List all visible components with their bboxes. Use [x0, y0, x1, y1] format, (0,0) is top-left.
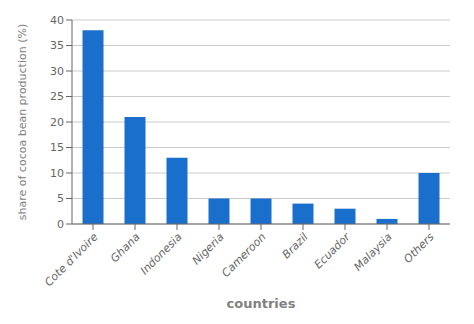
- svg-text:Malaysia: Malaysia: [351, 230, 394, 273]
- svg-text:Others: Others: [401, 230, 437, 266]
- svg-text:Indonesia: Indonesia: [138, 230, 185, 277]
- svg-text:countries: countries: [227, 296, 296, 311]
- svg-text:5: 5: [57, 192, 64, 205]
- svg-text:10: 10: [50, 167, 64, 180]
- svg-text:Brazil: Brazil: [280, 230, 311, 261]
- svg-text:35: 35: [50, 39, 64, 52]
- svg-text:Ecuador: Ecuador: [312, 229, 354, 271]
- svg-text:40: 40: [50, 14, 64, 27]
- svg-text:Ghana: Ghana: [108, 230, 143, 265]
- svg-text:30: 30: [50, 65, 64, 78]
- svg-text:Cote d'Ivoire: Cote d'Ivoire: [42, 230, 101, 289]
- svg-text:20: 20: [50, 116, 64, 129]
- svg-text:share of cocoa bean production: share of cocoa bean production (%): [16, 24, 29, 220]
- svg-text:Nigeria: Nigeria: [190, 230, 227, 267]
- svg-text:25: 25: [50, 90, 64, 103]
- svg-text:15: 15: [50, 141, 64, 154]
- svg-text:0: 0: [57, 218, 64, 231]
- svg-text:Cameroon: Cameroon: [219, 230, 268, 279]
